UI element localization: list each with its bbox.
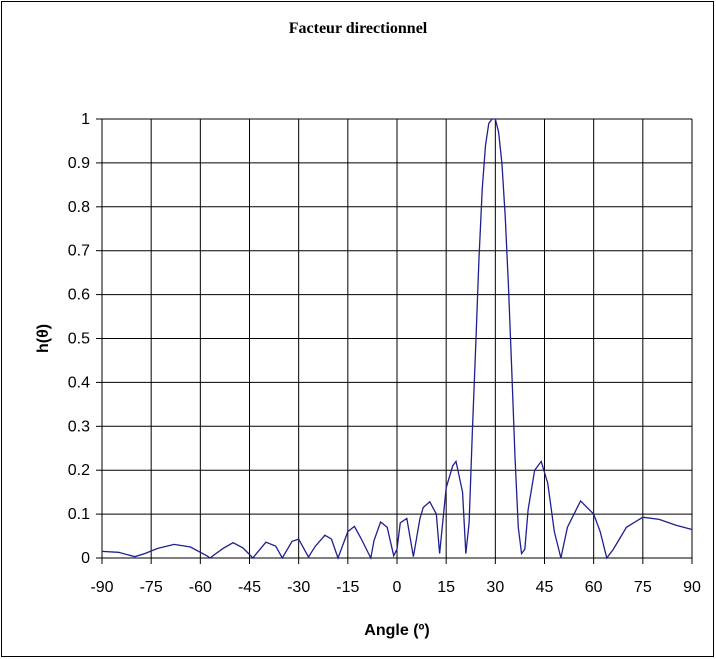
x-tick-label: -90 (90, 579, 113, 596)
x-tick-label: -60 (189, 579, 212, 596)
x-axis-label: Angle (º) (364, 622, 429, 639)
x-tick-label: 75 (634, 579, 652, 596)
y-tick-label: 0.5 (68, 331, 90, 348)
x-tick-label: 90 (683, 579, 701, 596)
y-tick-label: 0.7 (68, 243, 90, 260)
x-tick-label: 60 (585, 579, 603, 596)
x-tick-label: -45 (238, 579, 261, 596)
y-tick-label: 0.8 (68, 199, 90, 216)
gridlines (96, 118, 693, 564)
x-tick-label: 0 (393, 579, 402, 596)
y-tick-label: 0.9 (68, 155, 90, 172)
x-tick-label: 30 (486, 579, 504, 596)
y-tick-labels: 0 0.1 0.2 0.3 0.4 0.5 0.6 0.7 0.8 0.9 1 (68, 111, 90, 567)
y-tick-label: 0.1 (68, 506, 90, 523)
y-tick-label: 0.6 (68, 287, 90, 304)
x-tick-labels: -90 -75 -60 -45 -30 -15 0 15 30 45 60 75 90 (90, 579, 701, 596)
y-tick-label: 0.3 (68, 418, 90, 435)
y-tick-label: 0.4 (68, 374, 90, 391)
x-tick-label: 15 (437, 579, 455, 596)
y-tick-label: 0.2 (68, 462, 90, 479)
chart-title: Facteur directionnel (288, 20, 428, 37)
y-tick-label: 1 (81, 111, 90, 128)
series-line (101, 118, 693, 561)
x-tick-label: -75 (140, 579, 163, 596)
x-tick-label: 45 (536, 579, 554, 596)
y-axis-label: h(θ) (35, 324, 52, 353)
x-tick-label: -30 (287, 579, 310, 596)
x-tick-label: -15 (336, 579, 359, 596)
y-tick-label: 0 (81, 550, 90, 567)
